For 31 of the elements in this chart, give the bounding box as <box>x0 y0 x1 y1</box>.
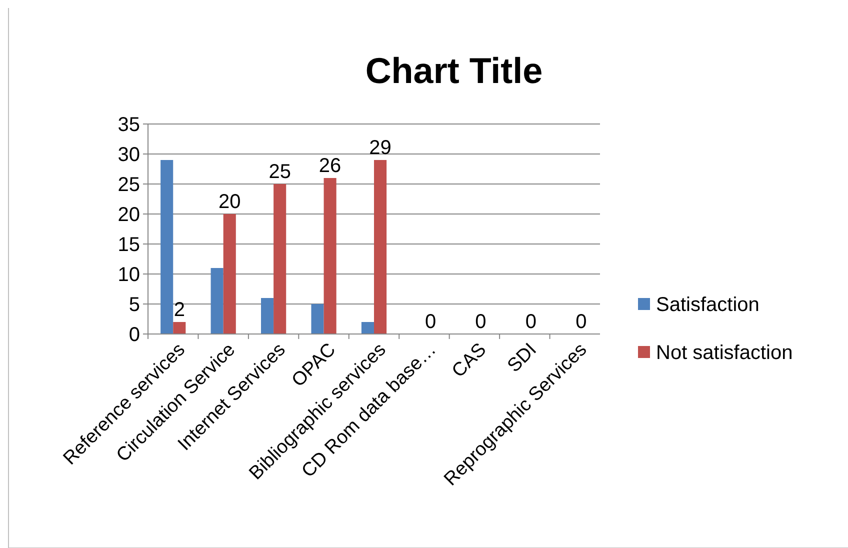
y-tick-label: 5 <box>128 294 140 316</box>
data-label: 0 <box>576 311 587 333</box>
y-tick-label: 10 <box>118 264 140 286</box>
data-label: 2 <box>174 299 185 321</box>
data-label: 29 <box>369 137 392 159</box>
y-tick-label: 20 <box>118 204 140 226</box>
bar <box>261 298 274 334</box>
legend-label: Satisfaction <box>656 294 760 316</box>
bar <box>361 322 374 334</box>
bar <box>173 322 186 334</box>
data-label: 0 <box>525 311 537 333</box>
data-label: 0 <box>424 311 436 333</box>
bar <box>210 268 224 334</box>
y-tick-label: 30 <box>118 144 140 166</box>
x-tick-label: CAS <box>448 339 491 382</box>
data-label: 25 <box>268 161 291 183</box>
y-tick-label: 15 <box>118 234 140 256</box>
y-tick-label: 35 <box>118 114 140 136</box>
y-tick-label: 25 <box>118 174 140 196</box>
bar <box>374 160 387 334</box>
bar <box>311 304 324 334</box>
data-label: 26 <box>318 155 342 177</box>
bar <box>324 178 336 334</box>
data-label: 0 <box>475 311 486 333</box>
bar <box>223 214 236 334</box>
legend-label: Not satisfaction <box>656 342 793 364</box>
bar <box>160 160 174 334</box>
bar <box>274 184 286 334</box>
chart-title: Chart Title <box>365 50 543 91</box>
data-label: 20 <box>218 191 241 213</box>
y-tick-label: 0 <box>128 324 140 346</box>
